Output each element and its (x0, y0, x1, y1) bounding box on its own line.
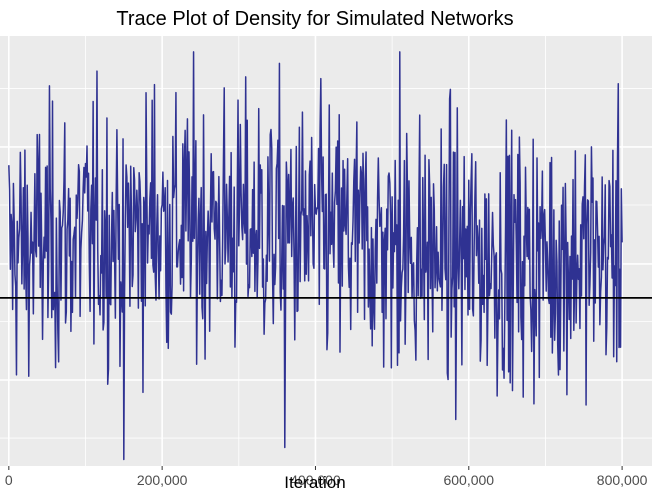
x-tick-label: 200,000 (137, 472, 188, 488)
x-axis-title: Iteration (284, 473, 345, 492)
x-tick-label: 0 (5, 472, 13, 488)
x-tick-label: 400,000 (290, 472, 341, 488)
density-trace-line (8, 51, 623, 461)
x-axis-ticks: 0 200,000 400,000 600,000 800,000 (5, 466, 648, 488)
x-tick-label: 800,000 (597, 472, 648, 488)
chart-title: Trace Plot of Density for Simulated Netw… (116, 8, 513, 30)
series-layer (8, 51, 623, 461)
x-tick-label: 600,000 (443, 472, 494, 488)
